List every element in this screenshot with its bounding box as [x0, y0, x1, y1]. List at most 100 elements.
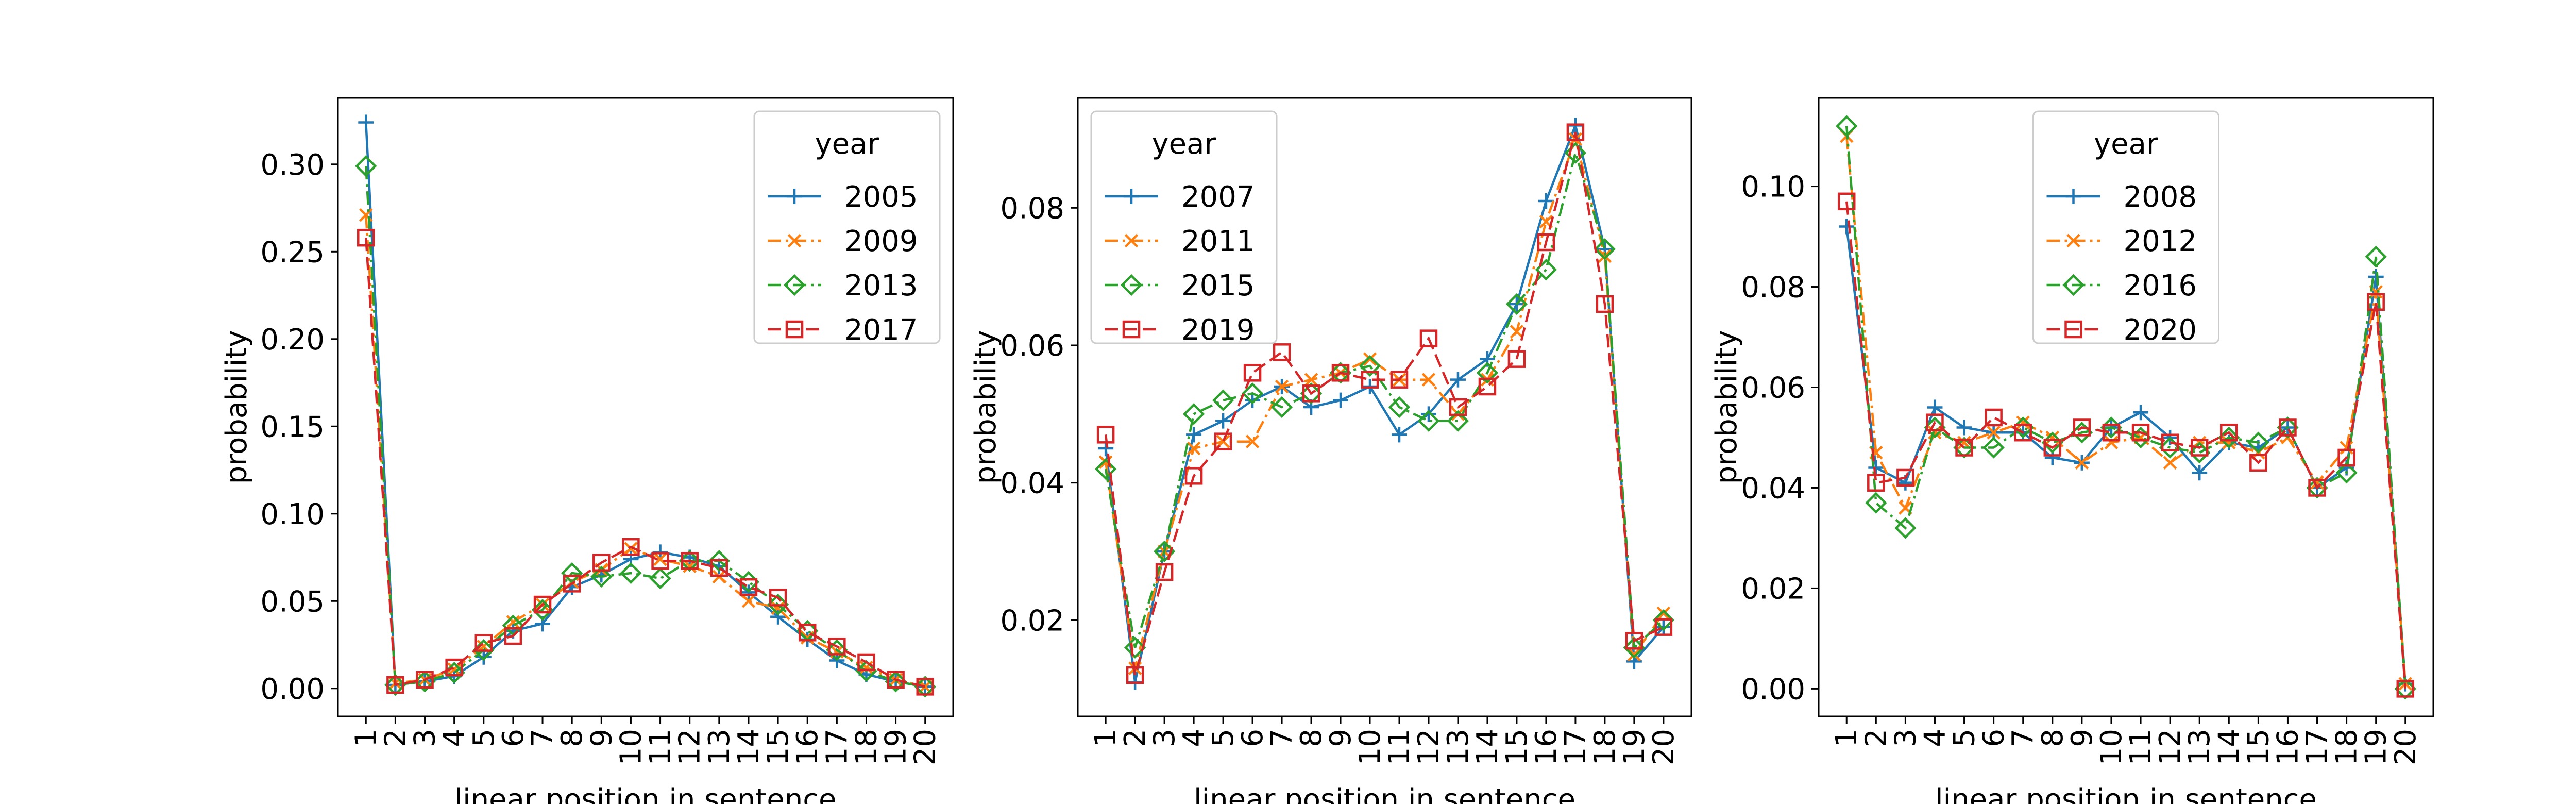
data-point	[2190, 439, 2209, 457]
chart-panel-1: 12345678910111213141516171819200.000.050…	[220, 97, 954, 804]
y-tick-label: 0.10	[260, 498, 325, 531]
data-point	[1302, 384, 1320, 403]
data-point	[1273, 343, 1291, 361]
data-point	[1955, 439, 1973, 457]
series-2017	[357, 228, 934, 696]
data-point	[1623, 636, 1646, 659]
y-axis-label: probability	[220, 330, 253, 484]
data-point	[1359, 355, 1381, 377]
data-point	[2073, 418, 2091, 437]
data-point	[1926, 413, 1944, 431]
x-tick-label: 9	[2065, 729, 2099, 747]
legend: year 2008 2012 2016 2020	[2032, 110, 2219, 347]
legend-label-2013: 2013	[844, 269, 918, 303]
data-point	[1391, 427, 1407, 443]
data-point	[2277, 416, 2299, 439]
x-tick-label: 5	[1948, 729, 1981, 747]
x-tick-label: 10	[2095, 729, 2128, 765]
x-tick-label: 8	[1295, 729, 1328, 747]
data-point	[1215, 413, 1231, 429]
data-point	[1654, 618, 1673, 636]
series-line-2017	[365, 238, 926, 688]
legend: year 2005 2009 2013 2017	[753, 110, 941, 347]
data-point	[2102, 423, 2121, 442]
x-tick-label: 19	[2360, 729, 2393, 765]
data-point	[592, 554, 611, 572]
data-point	[1985, 408, 2003, 427]
series-line-2020	[1845, 201, 2407, 689]
data-point	[2368, 269, 2384, 285]
data-point	[1361, 371, 1379, 389]
data-point	[358, 114, 374, 130]
data-point	[741, 594, 756, 608]
axes-frame	[1077, 97, 1692, 717]
data-point	[2016, 415, 2030, 430]
data-point	[2335, 462, 2358, 484]
data-point	[916, 678, 934, 696]
data-point	[1420, 406, 1436, 422]
legend-marker	[787, 233, 802, 248]
data-point	[1836, 115, 1858, 137]
data-point	[2129, 426, 2152, 449]
data-point	[2340, 441, 2353, 455]
x-tick-label: 12	[673, 729, 707, 765]
x-tick-label: 3	[1889, 729, 1922, 747]
data-point	[798, 624, 817, 642]
x-tick-label: 3	[1148, 729, 1181, 747]
legend-label-2012: 2012	[2124, 225, 2197, 258]
data-point	[1245, 434, 1260, 448]
data-point	[1867, 474, 1885, 492]
data-point	[1953, 437, 1975, 459]
x-tick-label: 6	[1236, 729, 1269, 747]
x-tick-label: 5	[1207, 729, 1240, 747]
data-point	[1625, 632, 1643, 650]
x-tick-label: 12	[1412, 729, 1446, 765]
data-point	[384, 674, 406, 696]
data-point	[1564, 142, 1587, 164]
data-point	[1510, 325, 1524, 339]
data-point	[1333, 392, 1349, 408]
chart-panel-3: 12345678910111213141516171819200.000.020…	[1710, 97, 2434, 804]
x-tick-label: 6	[1977, 729, 2011, 747]
y-tick-label: 0.02	[1000, 604, 1064, 638]
data-point	[357, 228, 375, 247]
x-tick-label: 12	[2154, 729, 2187, 765]
legend-marker	[787, 189, 802, 204]
data-point	[887, 671, 905, 689]
legend-marker	[1122, 320, 1141, 339]
legend-marker	[2064, 320, 2082, 339]
y-tick-label: 0.30	[260, 148, 325, 182]
y-tick-label: 0.25	[260, 236, 325, 269]
data-point	[1419, 329, 1438, 347]
data-point	[1096, 426, 1115, 444]
legend-label-2007: 2007	[1181, 180, 1255, 214]
data-point	[2189, 442, 2211, 464]
legend-title: year	[815, 127, 880, 161]
y-tick-label: 0.04	[1741, 472, 1805, 505]
data-point	[770, 609, 786, 625]
data-point	[2306, 477, 2328, 499]
x-tick-label: 16	[1530, 729, 1563, 765]
data-point	[620, 562, 642, 584]
x-tick-label: 14	[2212, 729, 2246, 765]
legend-marker	[2066, 233, 2080, 248]
x-tick-label: 19	[1618, 729, 1651, 765]
legend-marker	[1124, 189, 1139, 204]
data-point	[506, 615, 520, 629]
data-point	[1982, 437, 2005, 459]
x-tick-label: 5	[467, 729, 501, 747]
axes-frame	[337, 97, 954, 717]
data-point	[2161, 433, 2179, 451]
legend-label-2016: 2016	[2124, 269, 2197, 303]
x-tick-label: 13	[1442, 729, 1475, 765]
series-2016	[1836, 115, 2416, 700]
data-point	[1184, 467, 1203, 485]
legend-marker	[2065, 189, 2081, 204]
data-point	[1447, 410, 1469, 432]
data-point	[855, 660, 877, 682]
data-point	[651, 552, 669, 570]
data-point	[771, 601, 785, 615]
data-point	[1598, 249, 1612, 263]
legend-label-2019: 2019	[1181, 313, 1255, 347]
chart-panel-2: 12345678910111213141516171819200.020.040…	[969, 97, 1692, 804]
